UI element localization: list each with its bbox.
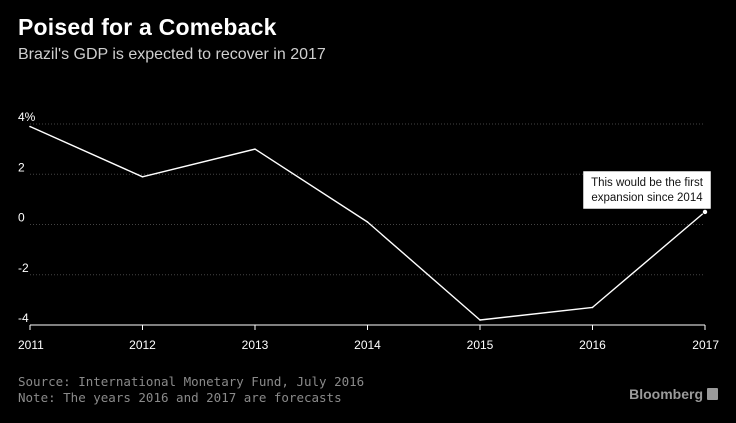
- y-tick-label: -2: [18, 261, 29, 275]
- y-tick-label: 4%: [18, 110, 36, 124]
- annotation-text-line-1: This would be the first: [591, 177, 704, 189]
- x-tick-label: 2012: [129, 338, 156, 352]
- brand-name: Bloomberg: [629, 386, 703, 402]
- x-tick-label: 2013: [242, 338, 269, 352]
- brand-mark-icon: [707, 388, 718, 400]
- y-tick-labels: 4% 2 0 -2 -4: [18, 110, 36, 325]
- annotation-layer: This would be the first expansion since 2…: [582, 170, 712, 215]
- annotation-box: [582, 170, 712, 210]
- annotation-marker: [702, 208, 709, 215]
- x-axis: 2011 2012 2013 2014 2015 2016 2017: [18, 324, 719, 352]
- data-point: [366, 221, 369, 223]
- x-tick-label: 2017: [692, 338, 719, 352]
- chart-subtitle: Brazil's GDP is expected to recover in 2…: [18, 46, 326, 63]
- source-note: Source: International Monetary Fund, Jul…: [18, 374, 365, 389]
- data-point: [29, 125, 31, 128]
- series-line: [29, 125, 706, 321]
- x-tick-label: 2015: [467, 338, 494, 352]
- forecast-note: Note: The years 2016 and 2017 are foreca…: [18, 390, 342, 405]
- data-point: [479, 319, 481, 321]
- x-tick-label: 2014: [354, 338, 381, 352]
- brand-logo: Bloomberg: [629, 386, 718, 402]
- chart-title: Poised for a Comeback: [18, 14, 277, 40]
- series-line-layer: [29, 125, 706, 321]
- data-point: [141, 175, 144, 178]
- annotation-text-line-2: expansion since 2014: [591, 192, 703, 204]
- y-tick-label: -4: [18, 311, 29, 325]
- data-point: [591, 306, 594, 309]
- y-tick-label: 2: [18, 160, 25, 174]
- x-tick-label: 2011: [18, 338, 44, 352]
- data-point: [254, 148, 256, 150]
- x-tick-label: 2016: [579, 338, 606, 352]
- y-tick-label: 0: [18, 211, 25, 225]
